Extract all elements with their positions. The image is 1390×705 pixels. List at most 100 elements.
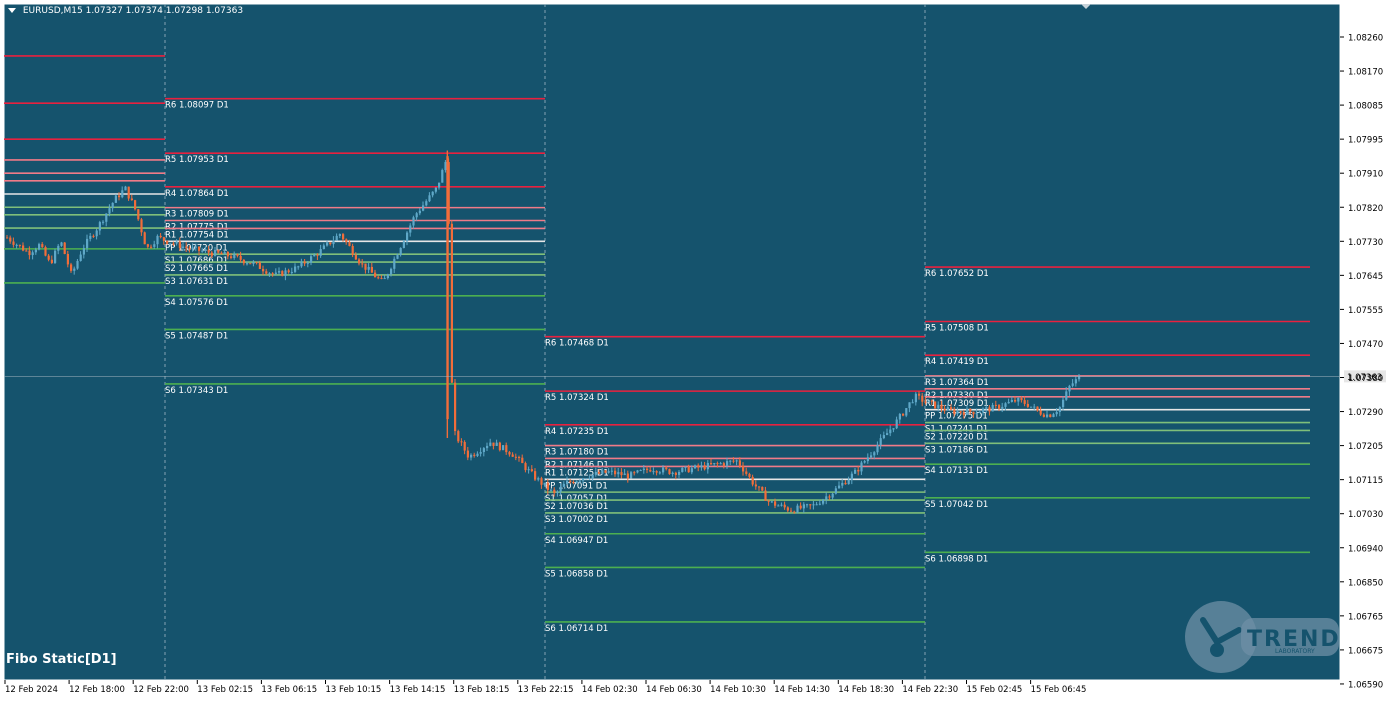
- candle-body: [242, 259, 245, 264]
- candle-body: [290, 271, 293, 273]
- candle-body: [1004, 403, 1007, 407]
- candle-body: [140, 219, 143, 233]
- candle-body: [89, 235, 92, 239]
- candle-body: [1065, 391, 1068, 400]
- candle-body: [809, 504, 812, 506]
- candle-body: [262, 268, 265, 272]
- candle-body: [895, 419, 898, 429]
- candle-body: [620, 472, 623, 476]
- candle-body: [463, 441, 466, 451]
- candle-body: [450, 223, 453, 383]
- candle-body: [265, 271, 268, 274]
- candle-body: [258, 262, 261, 269]
- time-tick-label: 12 Feb 22:00: [133, 685, 189, 695]
- candle-body: [700, 465, 703, 468]
- candle-body: [610, 470, 613, 472]
- candle-body: [966, 408, 969, 415]
- candle-body: [415, 213, 418, 218]
- candle-body: [284, 270, 287, 276]
- candle-body: [630, 472, 633, 479]
- candle-body: [434, 187, 437, 192]
- candle-body: [818, 503, 821, 505]
- fibo-level-label: R5 1.07953 D1: [165, 155, 229, 165]
- candle-body: [409, 225, 412, 233]
- candle-body: [54, 250, 57, 263]
- candle-body: [870, 455, 873, 458]
- candle-body: [876, 445, 879, 453]
- candle-body: [972, 411, 975, 415]
- candle-body: [217, 250, 220, 253]
- fibo-level-label: R3 1.07180 D1: [545, 448, 609, 458]
- time-tick-label: 13 Feb 14:15: [390, 685, 446, 695]
- candle-body: [412, 217, 415, 226]
- candle-body: [38, 244, 41, 250]
- candle-body: [476, 453, 479, 456]
- fibo-level-label: R1 1.07309 D1: [925, 399, 989, 409]
- fibo-level-label: S3 1.07631 D1: [165, 277, 228, 287]
- candle-body: [361, 263, 364, 265]
- price-axis[interactable]: 1.08260 1.08170 1.08085 1.07995 1.07910 1.078…: [1340, 34, 1383, 691]
- indicator-name: Fibo Static[D1]: [6, 652, 117, 667]
- candle-body: [527, 469, 530, 471]
- candle-body: [9, 237, 12, 242]
- candle-body: [946, 407, 949, 411]
- candle-body: [1036, 406, 1039, 411]
- time-tick-label: 13 Feb 22:15: [518, 685, 574, 695]
- candle-body: [943, 408, 946, 411]
- candle-body: [726, 461, 729, 466]
- symbol-header[interactable]: EURUSD,M15 1.07327 1.07374 1.07298 1.073…: [8, 6, 243, 16]
- candle-body: [34, 249, 37, 253]
- candle-body: [76, 260, 79, 269]
- candle-body: [713, 463, 716, 465]
- dropdown-triangle-icon[interactable]: [8, 8, 16, 13]
- candle-body: [57, 245, 60, 251]
- candle-body: [703, 465, 706, 470]
- price-tick-label: 1.07645: [1348, 272, 1383, 282]
- candle-body: [514, 456, 517, 458]
- candle-body: [47, 255, 50, 260]
- candle-body: [511, 454, 514, 457]
- candle-body: [137, 209, 140, 220]
- candle-body: [636, 470, 639, 473]
- candle-body: [50, 259, 53, 263]
- candle-body: [882, 435, 885, 439]
- price-tick-label: 1.07115: [1348, 476, 1383, 486]
- candle-body: [345, 239, 348, 243]
- candle-body: [825, 496, 828, 500]
- candle-body: [226, 251, 229, 257]
- time-axis[interactable]: 12 Feb 2024 12 Feb 18:00 12 Feb 22:00 13 Fe…: [4, 680, 1086, 695]
- candle-body: [892, 428, 895, 430]
- candle-body: [31, 252, 34, 256]
- candle-body: [18, 244, 21, 246]
- candle-body: [393, 258, 396, 269]
- candle-body: [79, 254, 82, 261]
- candle-body: [710, 463, 713, 465]
- candle-body: [406, 232, 409, 242]
- candle-body: [742, 465, 745, 472]
- candle-body: [844, 482, 847, 485]
- candle-body: [418, 210, 421, 214]
- candle-body: [546, 482, 549, 490]
- chart-shift-marker-icon[interactable]: [1081, 4, 1091, 9]
- candle-body: [1042, 414, 1045, 417]
- fibo-level-label: R4 1.07235 D1: [545, 427, 609, 437]
- current-price-line: 1.07363: [4, 370, 1386, 383]
- candle-body: [12, 241, 15, 245]
- candle-body: [95, 230, 98, 237]
- candle-body: [550, 489, 553, 491]
- candle-body: [201, 250, 204, 252]
- candle-body: [569, 480, 572, 482]
- candle-body: [172, 243, 175, 245]
- price-tick-label: 1.06850: [1348, 578, 1383, 588]
- fibo-level-label: R6 1.07468 D1: [545, 339, 609, 349]
- candle-body: [1039, 410, 1042, 415]
- fibo-level-label: S6 1.07343 D1: [165, 386, 228, 396]
- fibo-level-label: R3 1.07364 D1: [925, 378, 989, 388]
- candle-body: [831, 493, 834, 498]
- candle-body: [553, 489, 556, 493]
- candle-body: [508, 452, 511, 455]
- candle-body: [332, 240, 335, 245]
- price-tick-label: 1.08260: [1348, 34, 1383, 44]
